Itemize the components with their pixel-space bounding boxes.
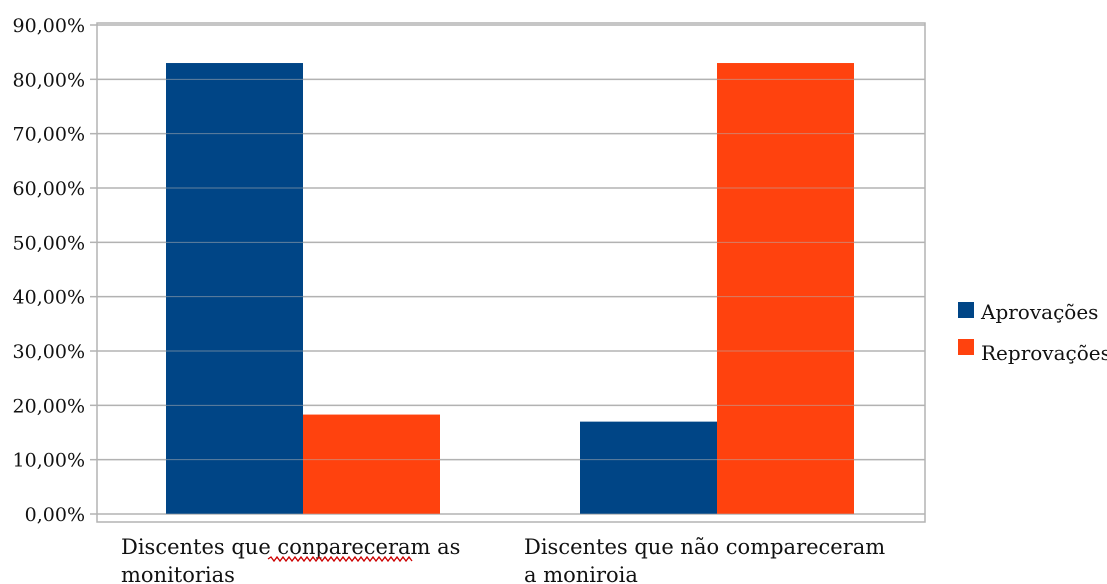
x-tick-label-1-line-1: Discentes que conpareceram as bbox=[121, 535, 460, 559]
y-tick-label: 40,00% bbox=[13, 287, 85, 309]
spellcheck-underline bbox=[267, 555, 413, 563]
bar-reprovacoes-1 bbox=[303, 414, 440, 514]
y-tick-label: 70,00% bbox=[13, 124, 85, 146]
y-tick-label: 10,00% bbox=[13, 450, 85, 472]
bar-aprovacoes-2 bbox=[580, 421, 717, 514]
legend: Aprovações Reprovações bbox=[958, 300, 1107, 365]
y-tick-label: 20,00% bbox=[13, 395, 85, 417]
plot-border bbox=[96, 22, 926, 523]
y-tick-label: 90,00% bbox=[13, 15, 85, 37]
x-tick-label-2-line-1: Discentes que não compareceram bbox=[524, 535, 885, 559]
spellcheck-underlines bbox=[129, 555, 630, 584]
y-tick-label: 0,00% bbox=[25, 504, 85, 526]
bar-aprovacoes-1 bbox=[166, 63, 303, 515]
legend-label-aprovacoes: Aprovações bbox=[980, 300, 1098, 324]
legend-swatch-reprovacoes bbox=[958, 339, 974, 355]
y-tick-label: 50,00% bbox=[13, 232, 85, 254]
y-tick-label: 30,00% bbox=[13, 341, 85, 363]
x-tick-label-1-line-2: monitorias bbox=[121, 563, 235, 584]
plot-frame bbox=[96, 22, 926, 523]
y-axis-ticks: 0,00% 10,00% 20,00% 30,00% 40,00% 50,00% 60,00… bbox=[13, 15, 97, 526]
legend-swatch-aprovacoes bbox=[958, 302, 974, 318]
legend-label-reprovacoes: Reprovações bbox=[981, 341, 1107, 365]
x-tick-label-2-line-2: a moniroia bbox=[524, 563, 638, 584]
bars bbox=[97, 24, 925, 515]
bar-reprovacoes-2 bbox=[717, 63, 854, 515]
y-tick-label: 60,00% bbox=[13, 178, 85, 200]
y-tick-label: 80,00% bbox=[13, 69, 85, 91]
